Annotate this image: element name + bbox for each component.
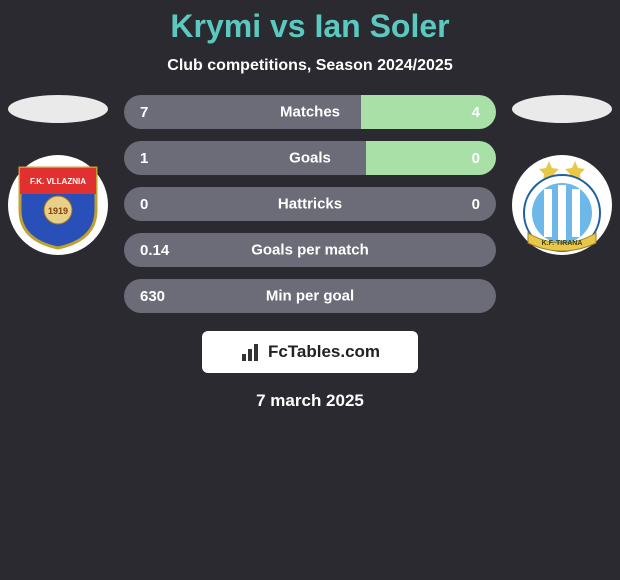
page-subtitle: Club competitions, Season 2024/2025: [0, 57, 620, 75]
svg-text:F.K. VLLAZNIA: F.K. VLLAZNIA: [30, 177, 86, 186]
left-club-logo: F.K. VLLAZNIA 1919: [8, 155, 108, 255]
right-club-logo: K.F. TIRANA: [512, 155, 612, 255]
right-ellipse: [512, 95, 612, 123]
main-area: F.K. VLLAZNIA 1919 7 4 Matches 1 0 Goals 0 0 Hat…: [0, 95, 620, 313]
bar-text-overlay: 1 0 Goals: [124, 141, 496, 175]
bars-icon: [240, 341, 262, 363]
comparison-container: Krymi vs Ian Soler Club competitions, Se…: [0, 0, 620, 411]
stat-label: Min per goal: [266, 288, 354, 305]
stat-label: Matches: [280, 104, 340, 121]
stat-label: Goals: [289, 150, 331, 167]
footer-date: 7 march 2025: [0, 391, 620, 411]
vllaznia-shield-icon: F.K. VLLAZNIA 1919: [15, 160, 101, 250]
stat-bar: 7 4 Matches: [124, 95, 496, 129]
stats-column: 7 4 Matches 1 0 Goals 0 0 Hattricks 0.14 Goals per…: [124, 95, 496, 313]
stat-bar: 630 Min per goal: [124, 279, 496, 313]
tirana-badge-icon: K.F. TIRANA: [514, 155, 610, 255]
svg-text:1919: 1919: [48, 206, 68, 216]
bar-text-overlay: 7 4 Matches: [124, 95, 496, 129]
stat-right-value: 0: [472, 196, 480, 213]
stat-left-value: 0.14: [140, 242, 169, 259]
bar-text-overlay: 0.14 Goals per match: [124, 233, 496, 267]
stat-label: Goals per match: [251, 242, 369, 259]
brand-text: FcTables.com: [268, 342, 380, 362]
bar-text-overlay: 0 0 Hattricks: [124, 187, 496, 221]
stat-bar: 0.14 Goals per match: [124, 233, 496, 267]
svg-text:K.F. TIRANA: K.F. TIRANA: [542, 240, 583, 247]
bar-text-overlay: 630 Min per goal: [124, 279, 496, 313]
stat-label: Hattricks: [278, 196, 342, 213]
right-team-column: K.F. TIRANA: [512, 95, 612, 255]
stat-right-value: 4: [472, 104, 480, 121]
page-title: Krymi vs Ian Soler: [0, 8, 620, 45]
stat-left-value: 1: [140, 150, 148, 167]
stat-bar: 0 0 Hattricks: [124, 187, 496, 221]
stat-left-value: 630: [140, 288, 165, 305]
brand-footer: FcTables.com: [202, 331, 418, 373]
left-team-column: F.K. VLLAZNIA 1919: [8, 95, 108, 255]
stat-left-value: 7: [140, 104, 148, 121]
stat-right-value: 0: [472, 150, 480, 167]
left-ellipse: [8, 95, 108, 123]
stat-bar: 1 0 Goals: [124, 141, 496, 175]
stat-left-value: 0: [140, 196, 148, 213]
